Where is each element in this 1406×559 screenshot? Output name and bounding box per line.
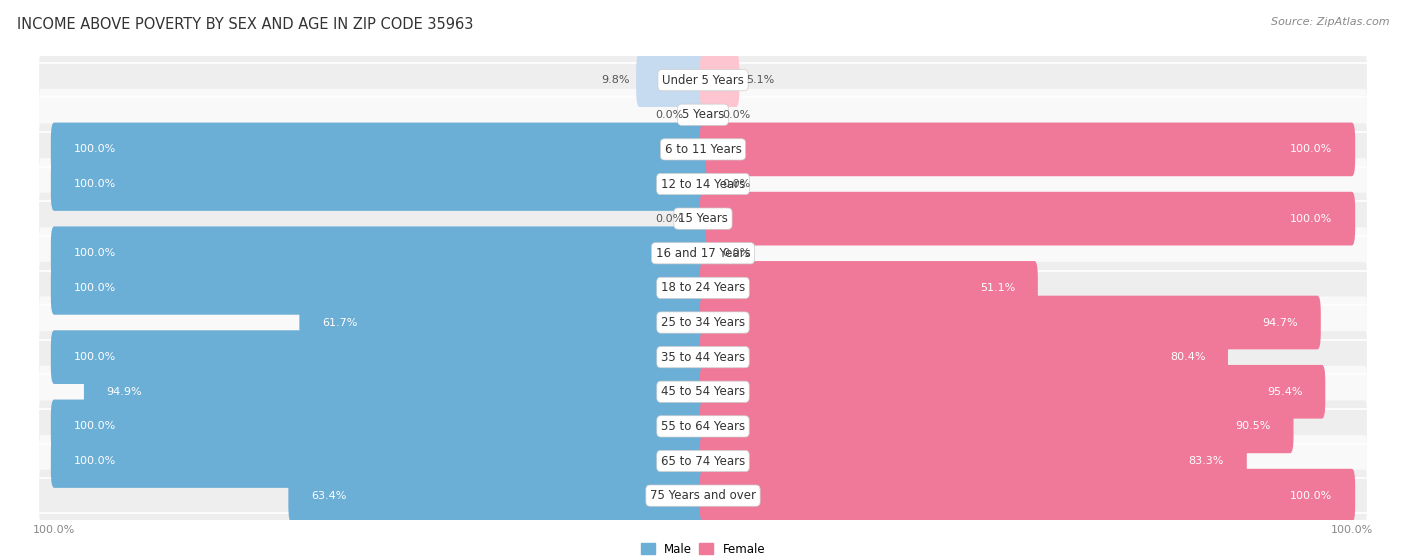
Text: 45 to 54 Years: 45 to 54 Years: [661, 385, 745, 398]
FancyBboxPatch shape: [700, 261, 1038, 315]
FancyBboxPatch shape: [39, 331, 1367, 383]
Text: 5.1%: 5.1%: [745, 75, 775, 85]
Text: 83.3%: 83.3%: [1188, 456, 1225, 466]
Text: 100.0%: 100.0%: [73, 421, 115, 432]
Text: 90.5%: 90.5%: [1236, 421, 1271, 432]
FancyBboxPatch shape: [51, 400, 706, 453]
FancyBboxPatch shape: [636, 53, 706, 107]
Text: 94.7%: 94.7%: [1263, 318, 1298, 328]
FancyBboxPatch shape: [39, 262, 1367, 314]
Text: 95.4%: 95.4%: [1267, 387, 1302, 397]
Text: 18 to 24 Years: 18 to 24 Years: [661, 281, 745, 295]
FancyBboxPatch shape: [39, 400, 1367, 452]
Text: 0.0%: 0.0%: [655, 110, 683, 120]
Text: 100.0%: 100.0%: [1291, 214, 1333, 224]
Text: 100.0%: 100.0%: [73, 283, 115, 293]
Text: 100.0%: 100.0%: [1291, 144, 1333, 154]
Text: 100.0%: 100.0%: [1291, 491, 1333, 501]
Text: 80.4%: 80.4%: [1170, 352, 1205, 362]
Text: 100.0%: 100.0%: [73, 179, 115, 189]
Text: 100.0%: 100.0%: [73, 456, 115, 466]
FancyBboxPatch shape: [39, 366, 1367, 418]
Text: 75 Years and over: 75 Years and over: [650, 489, 756, 502]
Legend: Male, Female: Male, Female: [636, 538, 770, 559]
FancyBboxPatch shape: [39, 435, 1367, 487]
FancyBboxPatch shape: [39, 158, 1367, 210]
FancyBboxPatch shape: [39, 54, 1367, 106]
FancyBboxPatch shape: [700, 434, 1247, 488]
FancyBboxPatch shape: [288, 469, 706, 523]
Text: 35 to 44 Years: 35 to 44 Years: [661, 350, 745, 364]
Text: 12 to 14 Years: 12 to 14 Years: [661, 178, 745, 191]
FancyBboxPatch shape: [700, 400, 1294, 453]
FancyBboxPatch shape: [51, 122, 706, 176]
FancyBboxPatch shape: [39, 470, 1367, 522]
Text: 51.1%: 51.1%: [980, 283, 1015, 293]
FancyBboxPatch shape: [51, 261, 706, 315]
FancyBboxPatch shape: [51, 330, 706, 384]
Text: INCOME ABOVE POVERTY BY SEX AND AGE IN ZIP CODE 35963: INCOME ABOVE POVERTY BY SEX AND AGE IN Z…: [17, 17, 474, 32]
FancyBboxPatch shape: [39, 89, 1367, 141]
FancyBboxPatch shape: [51, 157, 706, 211]
Text: 25 to 34 Years: 25 to 34 Years: [661, 316, 745, 329]
FancyBboxPatch shape: [39, 296, 1367, 348]
Text: 65 to 74 Years: 65 to 74 Years: [661, 454, 745, 467]
Text: Under 5 Years: Under 5 Years: [662, 74, 744, 87]
Text: 0.0%: 0.0%: [723, 179, 751, 189]
Text: 100.0%: 100.0%: [73, 352, 115, 362]
Text: 0.0%: 0.0%: [655, 214, 683, 224]
FancyBboxPatch shape: [84, 365, 706, 419]
Text: 0.0%: 0.0%: [723, 110, 751, 120]
Text: 100.0%: 100.0%: [73, 248, 115, 258]
Text: 6 to 11 Years: 6 to 11 Years: [665, 143, 741, 156]
FancyBboxPatch shape: [299, 296, 706, 349]
Text: 94.9%: 94.9%: [107, 387, 142, 397]
FancyBboxPatch shape: [700, 122, 1355, 176]
Text: 9.8%: 9.8%: [602, 75, 630, 85]
FancyBboxPatch shape: [700, 469, 1355, 523]
Text: 15 Years: 15 Years: [678, 212, 728, 225]
FancyBboxPatch shape: [700, 365, 1326, 419]
Text: 63.4%: 63.4%: [311, 491, 346, 501]
Text: 55 to 64 Years: 55 to 64 Years: [661, 420, 745, 433]
FancyBboxPatch shape: [39, 124, 1367, 176]
FancyBboxPatch shape: [700, 53, 740, 107]
Text: 5 Years: 5 Years: [682, 108, 724, 121]
Text: Source: ZipAtlas.com: Source: ZipAtlas.com: [1271, 17, 1389, 27]
Text: 100.0%: 100.0%: [73, 144, 115, 154]
Text: 0.0%: 0.0%: [723, 248, 751, 258]
FancyBboxPatch shape: [39, 228, 1367, 280]
Text: 61.7%: 61.7%: [322, 318, 357, 328]
FancyBboxPatch shape: [51, 226, 706, 280]
FancyBboxPatch shape: [700, 296, 1320, 349]
Text: 16 and 17 Years: 16 and 17 Years: [655, 247, 751, 260]
FancyBboxPatch shape: [700, 330, 1227, 384]
FancyBboxPatch shape: [51, 434, 706, 488]
FancyBboxPatch shape: [700, 192, 1355, 245]
FancyBboxPatch shape: [39, 193, 1367, 245]
